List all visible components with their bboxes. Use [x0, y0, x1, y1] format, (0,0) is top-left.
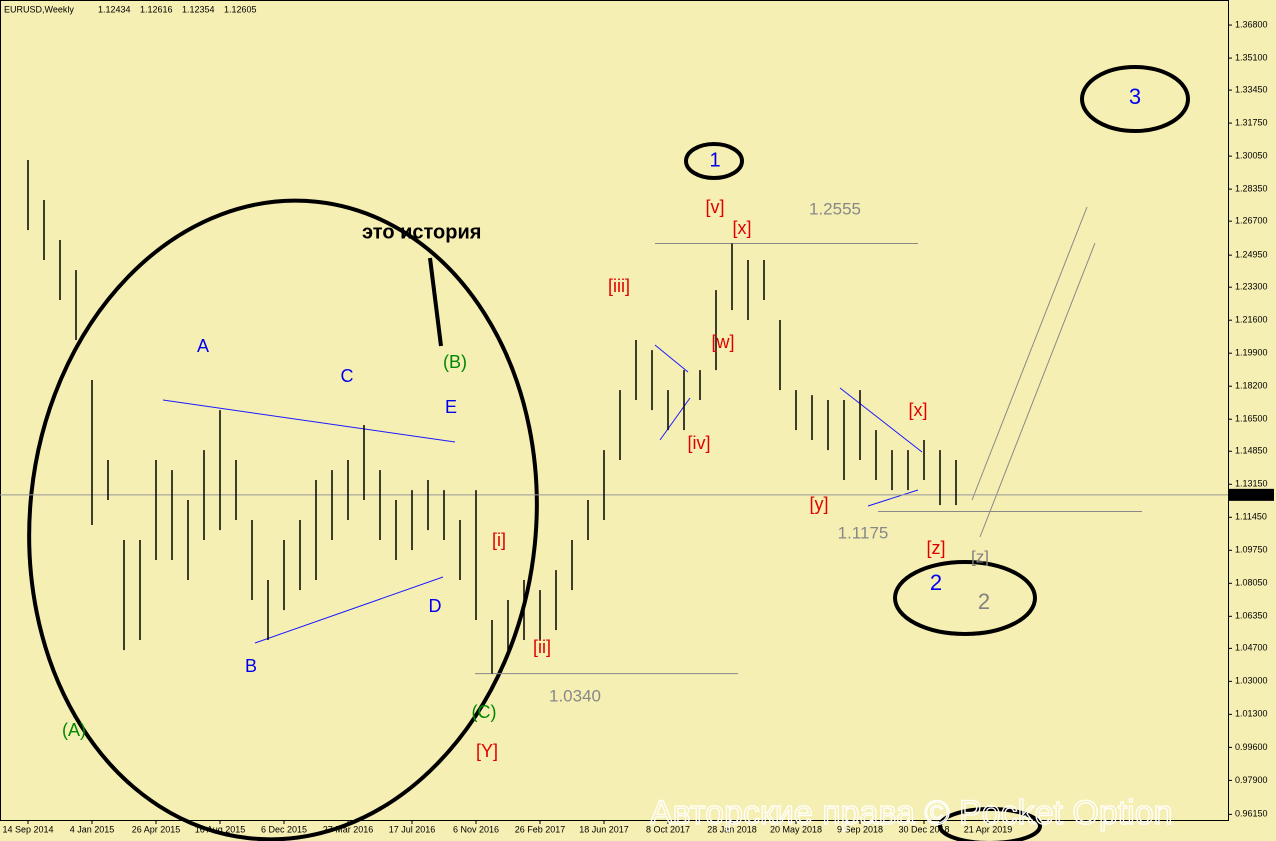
header-value: 1.12354 — [182, 4, 215, 14]
wave-label: B — [245, 656, 257, 676]
x-tick-label: 8 Oct 2017 — [646, 824, 690, 834]
x-tick-label: 17 Jul 2016 — [389, 824, 436, 834]
wave-label: 2 — [978, 589, 990, 614]
y-tick-label: 1.08050 — [1235, 578, 1268, 588]
y-tick-label: 1.30050 — [1235, 150, 1268, 160]
channel-line — [971, 206, 1088, 501]
wave-label: [z] — [926, 538, 945, 558]
y-tick-label: 1.14850 — [1235, 446, 1268, 456]
ellipse — [893, 560, 1037, 636]
level-label: 1.2555 — [809, 199, 861, 218]
price-label: 1.12605 — [1232, 489, 1265, 499]
wave-label: [ii] — [533, 637, 551, 657]
wave-label: [w] — [711, 332, 734, 352]
trend-line — [254, 576, 444, 644]
wave-label: это история — [362, 221, 481, 243]
x-tick-label: 14 Sep 2014 — [2, 824, 53, 834]
level-label: 1.0340 — [549, 686, 601, 705]
y-tick-label: 1.18200 — [1235, 381, 1268, 391]
x-tick-label: 30 Dec 2018 — [898, 824, 949, 834]
x-tick-label: 6 Dec 2015 — [261, 824, 307, 834]
wave-label: 2 — [930, 570, 942, 595]
y-tick-label: 1.24950 — [1235, 250, 1268, 260]
ellipse — [684, 142, 744, 180]
channel-lines — [971, 206, 1096, 538]
x-tick-label: 28 Jan 2018 — [707, 824, 757, 834]
x-tick-label: 4 Jan 2015 — [70, 824, 115, 834]
y-tick-label: 1.36800 — [1235, 19, 1268, 29]
wave-label: D — [429, 596, 442, 616]
y-tick-label: 1.16500 — [1235, 414, 1268, 424]
trend-line — [839, 387, 923, 453]
y-tick-label: 1.13150 — [1235, 479, 1268, 489]
y-tick-label: 0.97900 — [1235, 775, 1268, 785]
y-tick-label: 0.99600 — [1235, 742, 1268, 752]
trend-line — [867, 489, 919, 507]
ellipse — [1080, 65, 1190, 133]
trend-line — [659, 397, 691, 441]
y-tick-label: 1.28350 — [1235, 184, 1268, 194]
y-tick-label: 1.06350 — [1235, 611, 1268, 621]
wave-label: [iii] — [608, 276, 630, 296]
x-tick-label: 6 Nov 2016 — [453, 824, 499, 834]
header-value: 1.12434 — [98, 4, 131, 14]
price-box — [1228, 488, 1274, 501]
y-tick-label: 1.04700 — [1235, 643, 1268, 653]
x-tick-label: 27 Mar 2016 — [323, 824, 374, 834]
y-tick-label: 0.96150 — [1235, 809, 1268, 819]
wave-label: [i] — [492, 530, 506, 550]
x-tick-label: 9 Sep 2018 — [837, 824, 883, 834]
y-tick-label: 1.01300 — [1235, 709, 1268, 719]
ellipse — [27, 198, 539, 841]
header-value: 1.12605 — [224, 4, 257, 14]
ellipse — [938, 807, 1042, 841]
wave-label: (C) — [472, 702, 497, 722]
watermark: Авторские права © Pocket Option — [650, 794, 1173, 832]
wave-label: [Y] — [476, 741, 498, 761]
x-tick-label: 20 May 2018 — [770, 824, 822, 834]
level-label: 1.1175 — [838, 523, 889, 542]
wave-label: E — [445, 397, 457, 417]
y-tick-label: 1.09750 — [1235, 545, 1268, 555]
y-tick-label: 1.35100 — [1235, 52, 1268, 62]
y-tick-label: 1.03000 — [1235, 676, 1268, 686]
x-tick-label: 16 Aug 2015 — [195, 824, 246, 834]
wave-label: [z] — [971, 547, 989, 566]
wave-label: [iv] — [687, 433, 710, 453]
channel-line — [979, 242, 1096, 538]
ellipses — [27, 65, 1190, 841]
wave-label: 1 — [709, 149, 720, 171]
trend-line — [162, 399, 456, 443]
wave-label: [x] — [732, 218, 751, 238]
trend-line — [654, 344, 689, 373]
wave-label: [v] — [705, 197, 724, 217]
header: EURUSD,Weekly 1.12434 1.12616 1.12354 1.126… — [4, 4, 257, 14]
plot-frame — [0, 0, 1229, 821]
wave-label: (B) — [443, 352, 467, 372]
wave-label: (A) — [62, 720, 86, 740]
y-tick-label: 1.21600 — [1235, 315, 1268, 325]
x-tick-label: 26 Feb 2017 — [515, 824, 566, 834]
wave-label: 3 — [1129, 84, 1141, 109]
y-tick-label: 1.23300 — [1235, 282, 1268, 292]
x-tick-label: 18 Jun 2017 — [579, 824, 629, 834]
header-value: 1.12616 — [140, 4, 173, 14]
y-tick-label: 1.11450 — [1235, 512, 1267, 522]
x-tick-label: 21 Apr 2019 — [964, 824, 1013, 834]
y-tick-label: 1.31750 — [1235, 117, 1268, 127]
y-tick-label: 1.26700 — [1235, 216, 1268, 226]
x-tick-label: 26 Apr 2015 — [132, 824, 181, 834]
pointer-line — [428, 257, 443, 347]
chart-title: EURUSD,Weekly — [4, 4, 74, 14]
wave-label: [y] — [809, 494, 828, 514]
trend-lines — [162, 344, 923, 644]
wave-label: C — [341, 366, 354, 386]
wave-label: A — [197, 336, 209, 356]
y-tick-label: 1.33450 — [1235, 84, 1268, 94]
wave-label: [x] — [908, 400, 927, 420]
y-tick-label: 1.19900 — [1235, 348, 1268, 358]
